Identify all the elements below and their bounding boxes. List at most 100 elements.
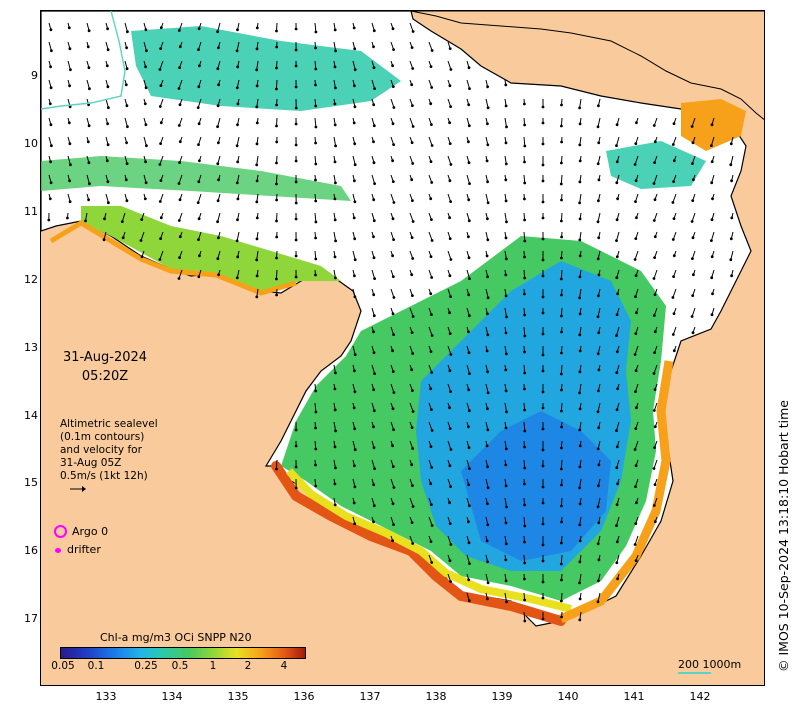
velocity-arrow-head	[560, 314, 563, 318]
velocity-arrow-head	[372, 388, 376, 392]
velocity-arrow-head	[107, 106, 110, 110]
velocity-arrow-head	[197, 143, 200, 147]
velocity-arrow-head	[653, 256, 656, 259]
velocity-arrow-head	[486, 122, 489, 126]
velocity-arrow-head	[49, 65, 52, 69]
velocity-arrow	[178, 174, 183, 184]
velocity-arrow-head	[559, 277, 563, 281]
velocity-arrow-head	[690, 315, 694, 318]
velocity-arrow-head	[411, 67, 415, 70]
velocity-arrow-head	[124, 178, 128, 182]
velocity-arrow-head	[449, 258, 453, 261]
velocity-arrow-head	[391, 27, 395, 31]
velocity-arrow-head	[372, 520, 375, 524]
velocity-arrow	[124, 117, 128, 127]
velocity-arrow-head	[430, 144, 434, 147]
velocity-arrow-head	[468, 277, 471, 280]
velocity-arrow-head	[467, 219, 471, 223]
sealevel-note-line: (0.1m contours)	[60, 431, 145, 443]
velocity-arrow-head	[691, 294, 695, 297]
x-tick-label: 139	[491, 690, 513, 703]
velocity-arrow-head	[671, 238, 675, 241]
velocity-arrow-head	[448, 142, 452, 146]
x-tick-label: 140	[557, 690, 579, 703]
velocity-arrow-head	[275, 124, 278, 128]
velocity-arrow	[197, 193, 202, 203]
velocity-arrow-head	[485, 444, 489, 448]
map-canvas[interactable]	[41, 11, 765, 686]
velocity-arrow-head	[634, 200, 637, 204]
velocity-arrow	[352, 440, 356, 450]
map-panel[interactable]	[40, 10, 765, 686]
velocity-arrow-head	[615, 429, 618, 432]
velocity-arrow-head	[275, 235, 279, 239]
velocity-arrow-head	[333, 123, 337, 127]
velocity-arrow	[597, 212, 601, 222]
velocity-arrow-head	[448, 47, 452, 50]
velocity-arrow-head	[353, 200, 357, 204]
velocity-arrow-head	[541, 596, 545, 600]
velocity-arrow-head	[314, 67, 318, 71]
velocity-arrow-head	[372, 140, 375, 144]
velocity-arrow-head	[411, 505, 415, 508]
velocity-arrow-head	[523, 334, 527, 338]
velocity-arrow-head	[596, 162, 600, 166]
velocity-arrow-head	[197, 27, 201, 31]
velocity-arrow-head	[578, 333, 582, 337]
velocity-arrow-head	[541, 464, 545, 468]
velocity-arrow-head	[634, 390, 637, 393]
velocity-arrow-head	[578, 539, 582, 543]
velocity-arrow-head	[448, 332, 452, 335]
velocity-arrow	[597, 402, 601, 412]
velocity-arrow-head	[486, 238, 490, 242]
velocity-arrow-head	[468, 87, 471, 90]
velocity-arrow-head	[486, 465, 489, 469]
velocity-arrow	[159, 250, 164, 260]
velocity-arrow-head	[560, 388, 563, 392]
velocity-arrow-head	[467, 124, 471, 128]
velocity-arrow-head	[467, 140, 470, 144]
velocity-arrow-head	[334, 181, 337, 185]
velocity-arrow-head	[275, 256, 278, 260]
map-date: 31-Aug-2024	[62, 350, 148, 365]
velocity-arrow-head	[411, 294, 414, 297]
velocity-arrow-head	[50, 49, 53, 53]
velocity-arrow-head	[68, 179, 71, 183]
velocity-arrow-head	[197, 85, 201, 89]
velocity-arrow-head	[103, 217, 106, 221]
y-tick-label: 12	[24, 273, 38, 286]
velocity-arrow-head	[178, 66, 182, 69]
velocity-arrow-head	[410, 178, 414, 182]
velocity-arrow-head	[448, 237, 452, 241]
velocity-arrow-head	[68, 142, 72, 146]
velocity-arrow	[48, 136, 52, 146]
velocity-arrow	[523, 231, 526, 242]
sealevel-note-line: 31-Aug 05Z	[60, 457, 122, 469]
velocity-arrow-head	[504, 331, 508, 335]
velocity-arrow-head	[87, 124, 91, 128]
velocity-arrow-head	[333, 445, 337, 449]
velocity-arrow-head	[504, 199, 508, 203]
velocity-arrow-head	[353, 47, 357, 51]
velocity-arrow-head	[523, 387, 526, 391]
velocity-arrow-head	[144, 181, 148, 185]
velocity-arrow	[390, 98, 395, 108]
velocity-arrow-head	[541, 485, 545, 489]
velocity-arrow-head	[730, 216, 734, 220]
velocity-arrow	[256, 155, 259, 165]
velocity-arrow-head	[671, 201, 675, 204]
velocity-arrow-head	[294, 159, 298, 163]
velocity-arrow-head	[560, 615, 563, 619]
velocity-arrow-head	[653, 330, 657, 334]
velocity-arrow-head	[597, 521, 601, 525]
velocity-arrow-head	[634, 559, 638, 563]
velocity-arrow-head	[275, 45, 279, 49]
velocity-arrow-head	[235, 49, 239, 53]
velocity-arrow-head	[504, 104, 508, 108]
velocity-arrow-head	[730, 179, 733, 183]
velocity-arrow-head	[616, 292, 619, 296]
velocity-arrow	[523, 326, 526, 337]
velocity-arrow-head	[391, 254, 394, 258]
velocity-arrow-head	[504, 558, 508, 562]
velocity-arrow	[523, 421, 526, 432]
